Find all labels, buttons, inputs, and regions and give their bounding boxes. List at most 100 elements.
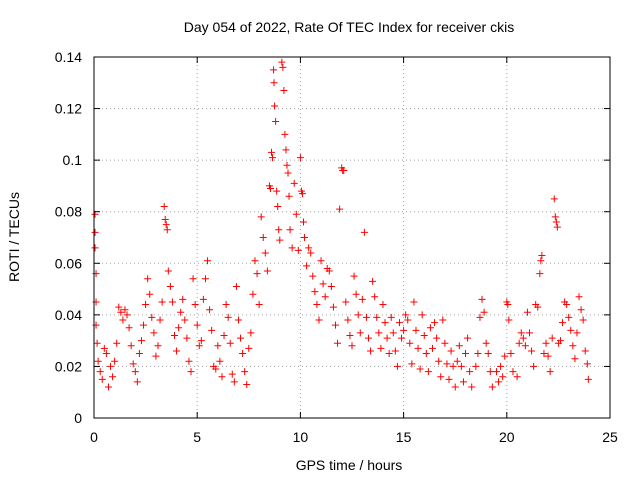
data-point <box>437 373 445 381</box>
data-point <box>263 267 271 275</box>
data-point <box>476 313 484 321</box>
data-point <box>158 298 166 306</box>
data-point <box>164 267 172 275</box>
data-point <box>270 66 278 74</box>
data-point <box>282 146 290 154</box>
data-point <box>342 298 350 306</box>
data-point <box>431 319 439 327</box>
data-point <box>315 316 323 324</box>
data-point <box>91 228 99 236</box>
data-point <box>406 339 414 347</box>
data-point <box>354 311 362 319</box>
data-point <box>556 337 564 345</box>
data-point <box>478 295 486 303</box>
data-point <box>191 301 199 309</box>
data-point <box>173 347 181 355</box>
data-point <box>422 350 430 358</box>
data-point <box>125 324 133 332</box>
data-point <box>226 339 234 347</box>
data-point <box>166 282 174 290</box>
data-point <box>367 347 375 355</box>
data-point <box>278 58 286 66</box>
data-point <box>466 368 474 376</box>
y-tick-label: 0 <box>74 410 82 426</box>
data-point <box>212 365 220 373</box>
data-point <box>303 262 311 270</box>
data-point <box>123 311 131 319</box>
data-point <box>298 190 306 198</box>
data-point <box>486 368 494 376</box>
data-point <box>247 329 255 337</box>
data-point <box>371 293 379 301</box>
data-point <box>418 311 426 319</box>
data-point <box>447 347 455 355</box>
y-tick-label: 0.04 <box>55 307 82 323</box>
data-point <box>464 334 472 342</box>
data-point <box>480 308 488 316</box>
data-point <box>299 218 307 226</box>
data-point <box>513 373 521 381</box>
data-point <box>449 362 457 370</box>
data-point <box>270 79 278 87</box>
data-point <box>150 329 158 337</box>
x-tick-label: 25 <box>602 429 618 445</box>
data-point <box>435 357 443 365</box>
axis-ticks: 0 5 10 15 20 25 0 0.02 0.04 0.06 0.08 0.1 0.12 0.14 <box>55 49 618 445</box>
data-point <box>313 301 321 309</box>
data-point <box>577 306 585 314</box>
data-point <box>445 375 453 383</box>
data-point <box>377 344 385 352</box>
data-point <box>296 154 304 162</box>
data-point <box>179 295 187 303</box>
data-point <box>573 329 581 337</box>
data-point <box>344 316 352 324</box>
data-point <box>294 246 302 254</box>
data-point <box>197 337 205 345</box>
data-point <box>565 313 573 321</box>
data-point <box>559 319 567 327</box>
data-point <box>412 326 420 334</box>
data-point <box>507 350 515 358</box>
data-point <box>290 179 298 187</box>
data-point <box>133 378 141 386</box>
data-point <box>259 234 267 241</box>
data-point <box>104 383 112 391</box>
data-point <box>495 378 503 386</box>
data-point <box>222 301 230 309</box>
data-point <box>127 342 135 350</box>
data-point <box>350 272 358 280</box>
data-point <box>459 378 467 386</box>
data-point <box>283 161 291 169</box>
data-point <box>234 316 242 324</box>
data-point <box>530 362 538 370</box>
data-point <box>474 350 482 358</box>
data-point <box>266 185 274 193</box>
data-point <box>228 370 236 378</box>
data-point <box>360 228 368 236</box>
grid-lines <box>94 57 610 418</box>
plot-frame <box>93 56 611 419</box>
data-point <box>389 329 397 337</box>
data-point <box>129 360 137 368</box>
data-point <box>327 282 335 290</box>
data-point <box>170 331 178 339</box>
data-point <box>336 205 344 213</box>
data-point <box>523 308 531 316</box>
data-point <box>499 373 507 381</box>
data-point <box>255 301 263 309</box>
data-point <box>175 324 183 332</box>
data-point <box>443 360 451 368</box>
y-tick-label: 0.02 <box>55 358 82 374</box>
data-point <box>113 339 121 347</box>
x-tick-label: 0 <box>90 429 98 445</box>
data-point <box>237 334 245 342</box>
data-point <box>581 347 589 355</box>
data-point <box>273 187 281 195</box>
x-tick-label: 15 <box>396 429 412 445</box>
data-point <box>373 313 381 321</box>
data-point <box>135 350 143 358</box>
data-point <box>385 350 393 358</box>
data-point <box>455 342 463 350</box>
y-tick-label: 0.06 <box>55 255 82 271</box>
